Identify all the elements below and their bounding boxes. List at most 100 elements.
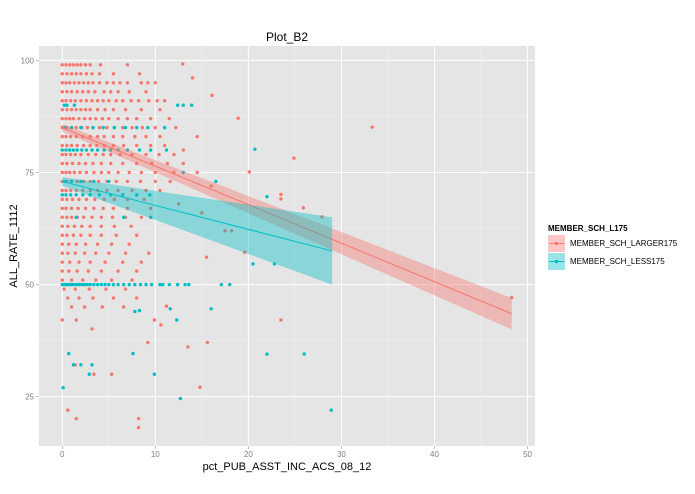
point-larger175	[60, 99, 64, 103]
point-larger175	[99, 161, 104, 166]
point-larger175	[60, 318, 64, 322]
point-larger175	[60, 107, 64, 112]
point-larger175	[144, 152, 148, 157]
point-larger175	[121, 125, 125, 130]
point-larger175	[74, 416, 78, 421]
point-larger175	[135, 233, 139, 237]
point-larger175	[60, 251, 64, 255]
point-larger175	[74, 107, 78, 112]
point-larger175	[135, 143, 139, 148]
point-less175	[175, 282, 180, 287]
point-less175	[214, 179, 218, 184]
point-larger175	[116, 116, 120, 121]
plot-marks	[60, 62, 514, 430]
point-larger175	[107, 99, 111, 103]
point-less175	[97, 193, 102, 197]
point-larger175	[162, 99, 167, 103]
point-larger175	[125, 116, 130, 121]
point-larger175	[77, 260, 81, 264]
point-larger175	[205, 340, 210, 345]
point-less175	[116, 282, 120, 287]
point-less175	[61, 386, 65, 390]
point-less175	[111, 282, 116, 287]
point-larger175	[123, 251, 128, 255]
point-larger175	[109, 372, 114, 376]
point-larger175	[95, 99, 100, 103]
point-larger175	[99, 224, 104, 228]
point-larger175	[68, 188, 73, 193]
point-less175	[64, 193, 68, 197]
point-less175	[135, 125, 139, 130]
point-larger175	[125, 81, 130, 85]
point-larger175	[94, 278, 98, 282]
point-less175	[158, 282, 162, 287]
point-less175	[77, 282, 81, 287]
point-less175	[272, 262, 277, 266]
point-less175	[90, 148, 94, 152]
point-larger175	[64, 116, 68, 121]
point-less175	[103, 282, 107, 287]
legend: MEMBER_SCH_L175 MEMBER_SCH_LARGER175 MEM…	[548, 224, 678, 270]
point-larger175	[60, 143, 64, 148]
point-larger175	[60, 152, 64, 157]
point-larger175	[79, 63, 83, 67]
point-larger175	[60, 116, 64, 121]
point-larger175	[130, 188, 134, 193]
point-less175	[178, 396, 183, 401]
point-less175	[71, 148, 76, 152]
point-larger175	[87, 287, 91, 291]
point-larger175	[195, 170, 199, 175]
point-larger175	[236, 116, 240, 120]
regression-line-less175	[62, 180, 333, 252]
point-larger175	[153, 81, 158, 85]
point-less175	[62, 103, 66, 107]
point-larger175	[60, 63, 64, 67]
point-larger175	[181, 62, 185, 66]
point-larger175	[90, 99, 94, 103]
point-larger175	[152, 318, 157, 322]
point-larger175	[125, 179, 130, 184]
point-less175	[79, 179, 83, 184]
point-larger175	[60, 197, 64, 202]
point-larger175	[125, 63, 130, 67]
point-less175	[146, 125, 150, 130]
point-larger175	[165, 161, 170, 166]
point-larger175	[65, 197, 69, 202]
point-larger175	[153, 170, 158, 175]
point-larger175	[60, 90, 64, 94]
point-larger175	[71, 116, 76, 121]
point-larger175	[79, 152, 83, 157]
point-larger175	[77, 161, 81, 166]
legend-label-less175: MEMBER_SCH_LESS175	[570, 257, 665, 266]
point-larger175	[94, 143, 99, 148]
point-larger175	[84, 197, 89, 202]
point-larger175	[81, 81, 86, 85]
point-larger175	[90, 327, 94, 331]
point-less175	[168, 307, 172, 311]
point-less175	[131, 351, 135, 356]
point-less175	[107, 179, 111, 184]
point-larger175	[110, 215, 115, 220]
point-larger175	[71, 233, 76, 237]
point-larger175	[167, 116, 171, 121]
x-tick-label: 30	[337, 450, 346, 459]
y-tick-label: 100	[21, 56, 35, 65]
point-larger175	[64, 170, 68, 175]
point-larger175	[82, 251, 87, 255]
point-larger175	[71, 63, 76, 67]
point-larger175	[114, 179, 118, 184]
point-larger175	[64, 206, 68, 211]
point-larger175	[105, 81, 109, 85]
point-larger175	[95, 134, 100, 139]
point-less175	[121, 282, 126, 287]
point-less175	[302, 352, 306, 356]
point-less175	[161, 282, 165, 287]
point-larger175	[136, 99, 141, 103]
point-less175	[209, 307, 213, 311]
point-less175	[99, 282, 104, 287]
point-larger175	[65, 72, 69, 76]
point-larger175	[84, 72, 89, 76]
point-larger175	[107, 251, 111, 255]
point-larger175	[186, 345, 190, 349]
point-less175	[123, 125, 128, 130]
